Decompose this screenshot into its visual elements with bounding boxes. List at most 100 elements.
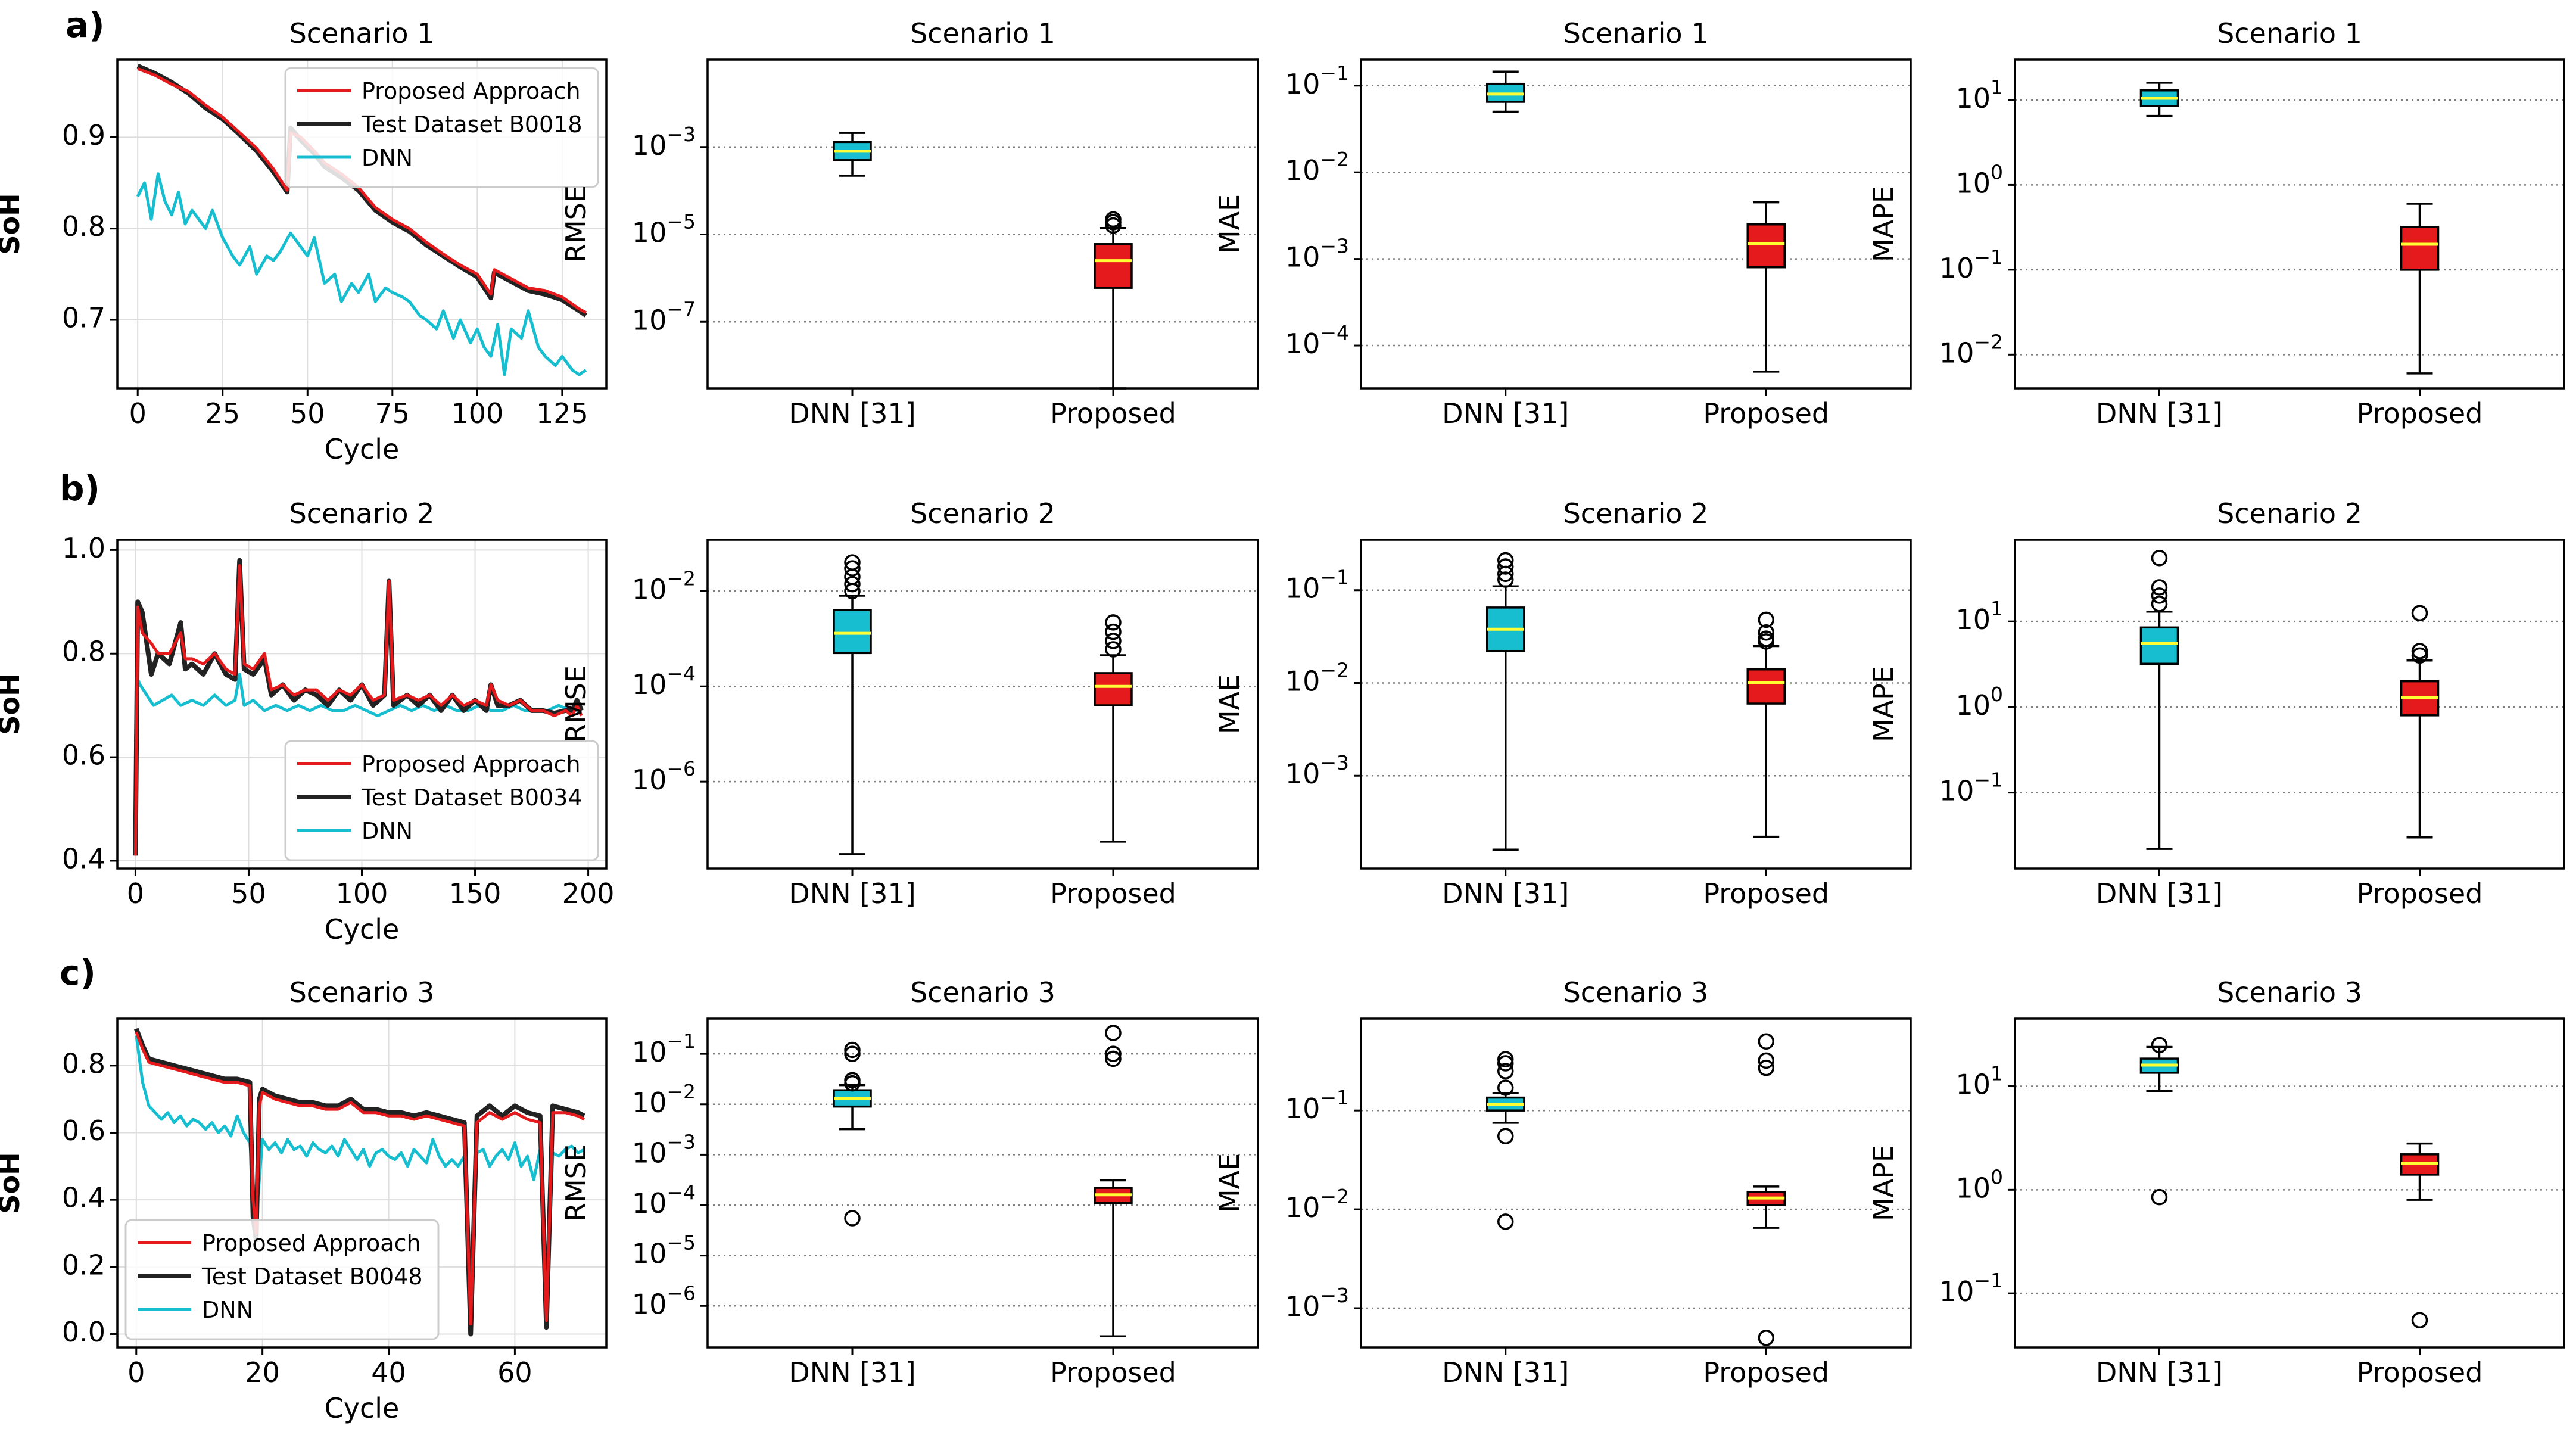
- y-tick-label: 10−1: [1939, 1269, 2003, 1308]
- panel-title: Scenario 1: [910, 17, 1055, 49]
- flier: [1758, 1059, 1775, 1076]
- x-tick-label: DNN [31]: [789, 877, 915, 910]
- legend-label: Proposed Approach: [202, 1230, 421, 1256]
- axes-frame: [706, 58, 1259, 390]
- flier: [1758, 611, 1775, 628]
- y-tick-label: 0.9: [62, 119, 105, 151]
- y-tick-label: 10−2: [1285, 658, 1349, 697]
- panel-5: Scenario 2 SoH 0 50 100 150 200 Cycle Proposed A…: [0, 497, 614, 945]
- y-tick-label: 0.8: [62, 636, 105, 668]
- y-tick-label: 101: [1955, 597, 2003, 636]
- flier: [1105, 641, 1122, 658]
- y-tick-label: 10−3: [1285, 751, 1349, 790]
- x-tick-label: 40: [371, 1356, 406, 1389]
- x-tick-label: DNN [31]: [2096, 397, 2223, 429]
- panel-6: Scenario 2 RMSE DNN [31] Proposed 10−6 10−4 10…: [560, 497, 1259, 910]
- x-tick-label: DNN [31]: [1442, 397, 1569, 429]
- flier: [1105, 1025, 1122, 1041]
- box-proposed: [2400, 203, 2440, 375]
- box-proposed: [1746, 611, 1786, 838]
- y-tick-label: 10−4: [1285, 321, 1349, 360]
- box-proposed: [1094, 211, 1133, 390]
- x-tick-label: 60: [497, 1356, 532, 1389]
- flier: [1105, 614, 1122, 631]
- x-tick-label: DNN [31]: [789, 1356, 915, 1389]
- y-tick-label: 0.0: [62, 1316, 105, 1348]
- y-tick-label: 100: [1955, 160, 2003, 199]
- series-line-dnn: [136, 172, 587, 376]
- y-tick-label: 0.8: [62, 210, 105, 242]
- flier: [1105, 623, 1122, 640]
- box-proposed: [1094, 1025, 1133, 1337]
- flier: [1497, 1051, 1514, 1067]
- axes-frame: [706, 539, 1259, 870]
- legend-frame: [284, 740, 599, 861]
- series-line-proposed: [135, 1031, 585, 1326]
- flier: [1497, 1055, 1514, 1072]
- y-tick-label: 0.6: [62, 1115, 105, 1147]
- panel-title: Scenario 1: [2217, 17, 2362, 49]
- box-dnn: [1485, 70, 1525, 113]
- flier: [1105, 633, 1122, 649]
- flier: [844, 554, 861, 571]
- x-tick-label: Proposed: [1050, 397, 1176, 429]
- y-tick-label: 10−4: [632, 1181, 696, 1219]
- y-axis-label: SoH: [0, 673, 26, 734]
- x-tick-label: 100: [451, 397, 503, 429]
- legend-label: Proposed Approach: [362, 78, 581, 104]
- x-tick-label: DNN [31]: [1442, 877, 1569, 910]
- axes-frame: [1360, 1017, 1912, 1349]
- x-tick-label: DNN [31]: [2096, 1356, 2223, 1389]
- flier: [1497, 552, 1514, 569]
- y-tick-label: 10−4: [632, 662, 696, 701]
- x-tick-label: 0: [127, 877, 144, 910]
- y-axis-label: SoH: [0, 1152, 26, 1213]
- y-axis-label: RMSE: [560, 1144, 592, 1222]
- panel-title: Scenario 3: [910, 976, 1055, 1009]
- x-tick-label: DNN [31]: [789, 397, 915, 429]
- y-tick-label: 10−1: [1939, 245, 2003, 284]
- box-dnn: [833, 1041, 872, 1227]
- legend-label: DNN: [202, 1297, 253, 1323]
- panel-title: Scenario 3: [1563, 976, 1709, 1009]
- box-dnn: [2139, 1037, 2179, 1206]
- y-axis-label: MAE: [1213, 194, 1245, 254]
- flier: [2151, 587, 2168, 604]
- legend-label: Proposed Approach: [362, 751, 581, 777]
- flier: [2151, 1188, 2168, 1206]
- panel-7: Scenario 2 MAE DNN [31] Proposed 10−3 10−2 10−…: [1213, 497, 1912, 910]
- legend-label: DNN: [362, 818, 413, 844]
- y-axis-label: MAPE: [1867, 1145, 1899, 1221]
- panel-title: Scenario 2: [2217, 497, 2362, 530]
- flier: [2411, 1312, 2428, 1328]
- x-tick-label: Proposed: [1050, 877, 1176, 910]
- panel-11: Scenario 3 MAE DNN [31] Proposed 10−3 10−2 10−…: [1213, 976, 1912, 1389]
- flier: [1758, 630, 1775, 647]
- x-axis-label: Cycle: [325, 433, 400, 465]
- y-tick-label: 100: [1955, 1165, 2003, 1204]
- panels: Scenario 1 SoH 0 25 50 75 100 125 Cycle Proposed …: [0, 17, 2565, 1424]
- x-tick-label: 200: [562, 877, 615, 910]
- flier: [844, 1072, 861, 1089]
- box-body: [833, 609, 872, 655]
- x-tick-label: DNN [31]: [1442, 1356, 1569, 1389]
- y-axis-label: MAPE: [1867, 186, 1899, 262]
- flier: [1497, 1079, 1514, 1096]
- series-line-proposed: [133, 564, 583, 856]
- panel-title: Scenario 2: [289, 497, 435, 530]
- y-tick-label: 10−5: [632, 1231, 696, 1269]
- flier: [1497, 1063, 1514, 1079]
- y-tick-label: 0.6: [62, 739, 105, 771]
- x-axis-label: Cycle: [325, 1392, 400, 1424]
- flier: [2411, 605, 2428, 621]
- box-body: [1094, 672, 1133, 706]
- x-tick-label: 75: [375, 397, 410, 429]
- panel-2: Scenario 1 RMSE DNN [31] Proposed 10−7 10−5 10…: [560, 17, 1259, 429]
- y-tick-label: 10−3: [1285, 234, 1349, 273]
- x-tick-label: Proposed: [2357, 397, 2483, 429]
- y-tick-label: 100: [1955, 682, 2003, 721]
- panel-12: Scenario 3 MAPE DNN [31] Proposed 10−1 100 101: [1867, 976, 2565, 1389]
- flier: [2411, 647, 2428, 664]
- flier: [2151, 596, 2168, 612]
- flier: [1105, 1050, 1122, 1067]
